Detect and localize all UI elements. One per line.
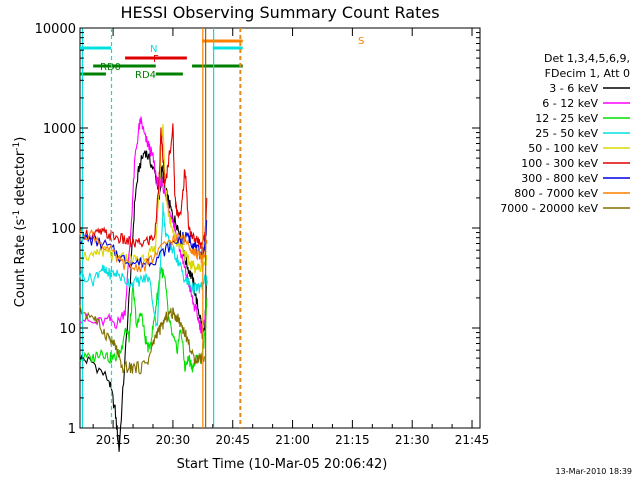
series-line-0	[79, 150, 208, 452]
y-label-main: Count Rate (s	[13, 219, 28, 308]
flag-label-n: N	[150, 44, 157, 55]
plot-area: NF S RD0 RD4	[79, 27, 481, 452]
x-axis-label: Start Time (10-Mar-05 20:06:42)	[177, 457, 388, 472]
x-tick-label: 20:30	[156, 433, 191, 447]
x-tick-label: 21:15	[335, 433, 370, 447]
y-axis-label: Count Rate (s-1 detector-1)	[12, 137, 28, 308]
legend-header-2: FDecim 1, Att 0	[545, 67, 630, 80]
flags-layer: NF S RD0 RD4	[80, 36, 364, 81]
series-line-7	[79, 227, 208, 273]
legend-entry-label: 6 - 12 keV	[542, 97, 598, 110]
y-tick-label: 100	[51, 222, 76, 237]
y-tick-label: 1	[68, 422, 76, 437]
y-label-sup1: -1	[12, 210, 22, 219]
legend-entry-label: 3 - 6 keV	[549, 82, 598, 95]
plot-frame	[79, 27, 481, 429]
series-line-4	[79, 123, 208, 275]
y-tick-label: 1000	[43, 122, 76, 137]
legend-header-1: Det 1,3,4,5,6,9,	[544, 52, 630, 65]
axis-ticks: 20:15 20:30 20:45 21:00 21:15 21:30 21:45 1 10 10…	[35, 22, 490, 447]
x-tick-label: 21:45	[455, 433, 490, 447]
y-label-mid: detector	[13, 150, 28, 210]
svg-text:Count Rate (s-1 detector-1): Count Rate (s-1 detector-1)	[12, 137, 28, 308]
flag-label-f: F	[153, 54, 159, 65]
series-line-1	[79, 116, 208, 334]
chart-title: HESSI Observing Summary Count Rates	[120, 3, 439, 22]
y-tick-label: 10	[59, 322, 76, 337]
flag-label-rd4: RD4	[135, 70, 156, 81]
legend-entry-label: 25 - 50 keV	[535, 127, 598, 140]
series-line-8	[79, 305, 206, 375]
series-line-5	[79, 123, 208, 249]
y-label-sup2: -1	[12, 142, 22, 151]
legend: Det 1,3,4,5,6,9, FDecim 1, Att 0 3 - 6 k…	[500, 52, 630, 215]
legend-entry-label: 7000 - 20000 keV	[500, 202, 598, 215]
x-tick-label: 21:30	[395, 433, 430, 447]
y-label-end: )	[13, 137, 28, 142]
legend-entry-label: 50 - 100 keV	[528, 142, 598, 155]
series-line-3	[79, 202, 208, 328]
legend-entry-label: 12 - 25 keV	[535, 112, 598, 125]
x-tick-label: 20:15	[96, 433, 131, 447]
flag-label-rd0: RD0	[100, 62, 121, 73]
y-tick-label: 10000	[35, 22, 76, 37]
legend-entry-label: 800 - 7000 keV	[514, 187, 598, 200]
x-tick-label: 21:00	[275, 433, 310, 447]
legend-entry-label: 100 - 300 keV	[521, 157, 598, 170]
legend-entry-label: 300 - 800 keV	[521, 172, 598, 185]
marker-layer	[81, 28, 242, 428]
series-layer	[79, 116, 208, 452]
date-stamp: 13-Mar-2010 18:39	[556, 467, 633, 476]
legend-entries: 3 - 6 keV 6 - 12 keV 12 - 25 keV 25 - 50 ke…	[500, 82, 630, 215]
flag-label-s: S	[358, 36, 364, 47]
x-tick-label: 20:45	[215, 433, 250, 447]
